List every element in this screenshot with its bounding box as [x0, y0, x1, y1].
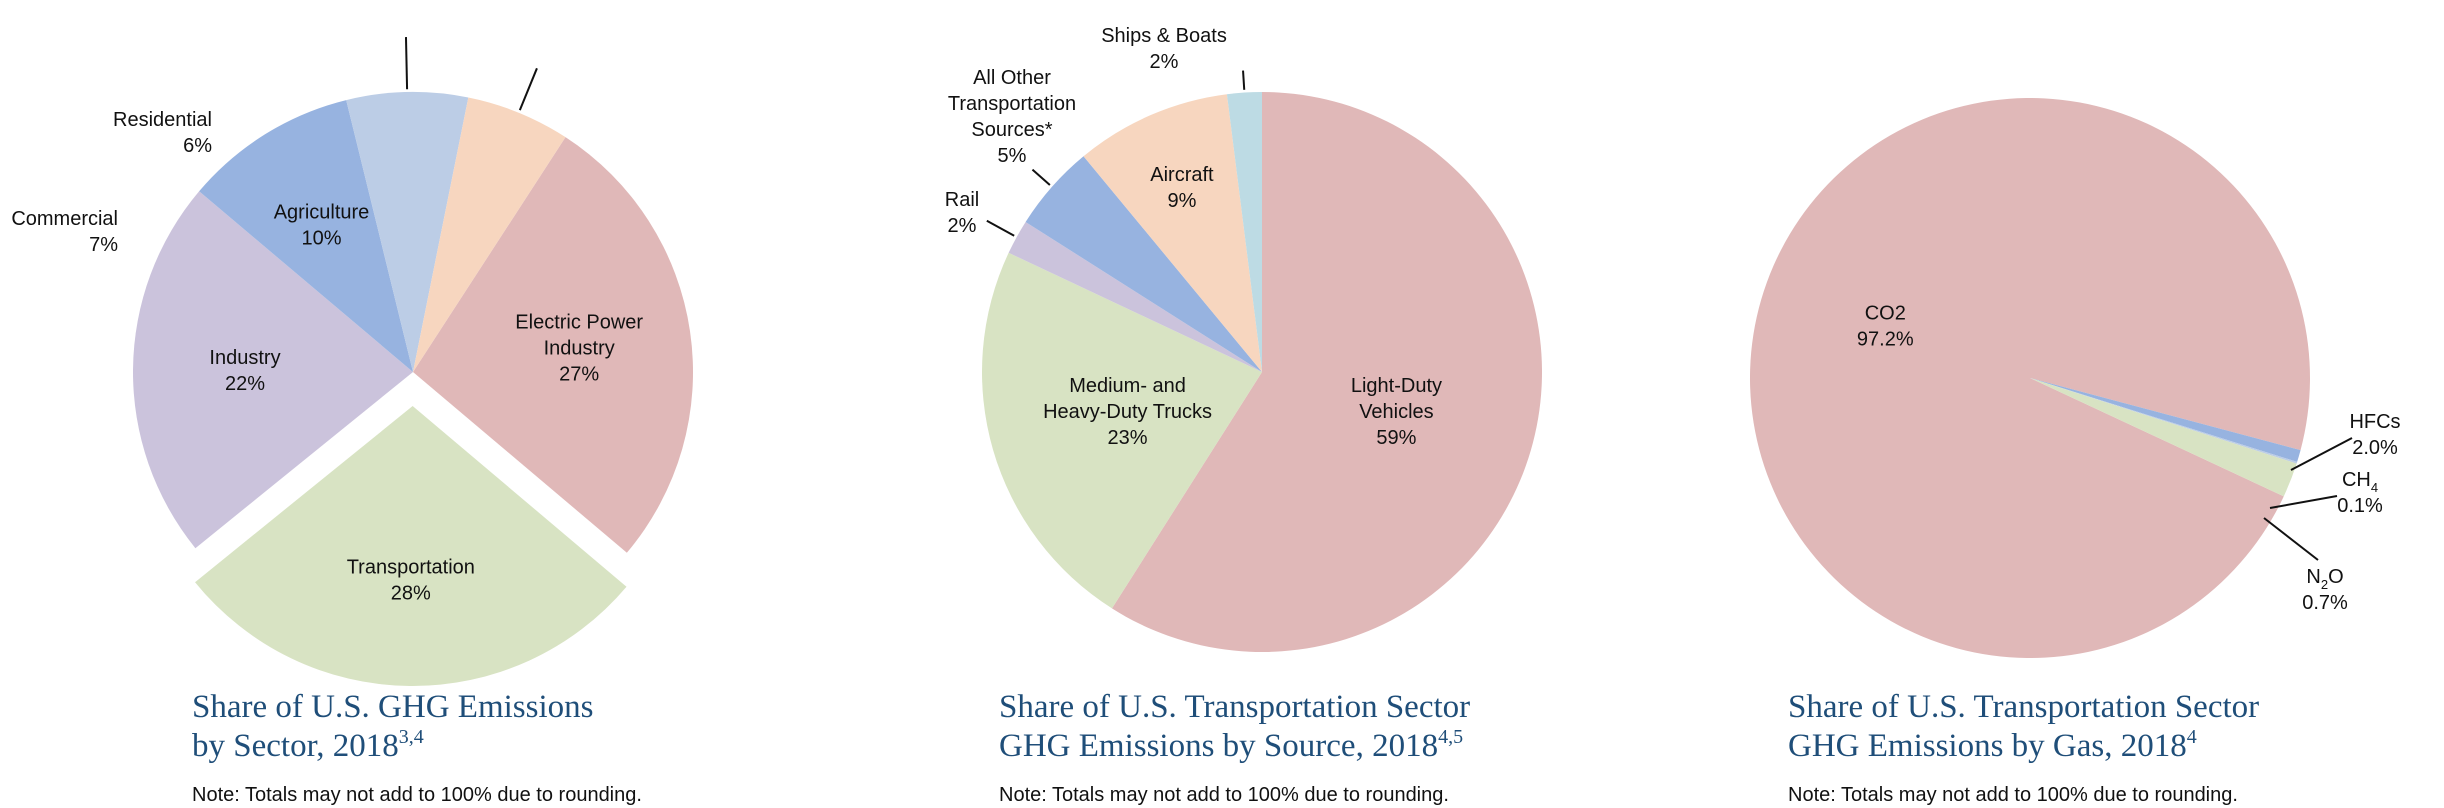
slice-value-n2o: 0.7%	[2302, 592, 2348, 614]
pie-chart-source: Light-Duty Vehicles 59% Medium- and Heavy-Du…	[945, 25, 1543, 652]
leader-line-hfcs	[2290, 437, 2353, 471]
chart-title-gas: Share of U.S. Transportation Sector GHG …	[1788, 688, 2444, 766]
pie-slice-medium-and-heavy-duty-trucks	[982, 252, 1262, 609]
chart-note: Note: Totals may not add to 100% due to …	[999, 784, 1449, 806]
slice-label-light-duty-vehicles: Light-Duty Vehicles 59%	[1351, 375, 1442, 449]
chart-note: Note: Totals may not add to 100% due to …	[192, 784, 642, 806]
slice-value-ch4: 0.1%	[2337, 495, 2383, 517]
chart-note: Note: Totals may not add to 100% due to …	[1788, 784, 2238, 806]
slice-label-rail: Rail 2%	[945, 189, 979, 237]
caption-source: Share of U.S. Transportation Sector GHG …	[999, 688, 1719, 807]
pie-slice-ch4	[2030, 378, 2298, 464]
pie-slice-commercial	[346, 91, 469, 372]
leader-line-ch4	[2269, 495, 2338, 509]
caption-gas: Share of U.S. Transportation Sector GHG …	[1788, 688, 2444, 807]
leader-line-ships-boats	[1242, 70, 1246, 90]
leader-line-commercial	[404, 37, 409, 90]
chart-title-line: Share of U.S. Transportation Sector	[1788, 689, 2260, 725]
chart-title-line: by Sector, 2018	[192, 728, 399, 764]
pie-slice-agriculture	[199, 100, 413, 372]
slice-label-residential: Residential 6%	[113, 109, 212, 157]
chart-title-sector: Share of U.S. GHG Emissions by Sector, 2…	[192, 688, 912, 766]
pie-slice-industry	[133, 191, 414, 549]
chart-title-footnote: 4	[2186, 726, 2197, 748]
pie-chart-sector: Electric Power Industry 27% Transportation 2…	[11, 37, 694, 687]
chart-title-footnote: 3,4	[398, 726, 424, 748]
leader-line-n2o	[2263, 517, 2319, 561]
slice-label-n2o: N2O	[2306, 566, 2343, 592]
leader-line-rail	[986, 219, 1015, 237]
pie-slice-residential	[413, 97, 566, 373]
pie-slice-light-duty-vehicles	[1111, 92, 1543, 652]
pie-slice-transportation	[195, 405, 627, 687]
slice-label-medium-and-heavy-duty-trucks: Medium- and Heavy-Duty Trucks 23%	[1043, 375, 1212, 449]
pie-slice-rail	[1008, 221, 1262, 372]
pie-slice-all-other-transportation-sources	[1025, 156, 1262, 372]
slice-label-commercial: Commercial 7%	[11, 208, 118, 256]
slice-label-ch4: CH4	[2342, 469, 2378, 495]
chart-title-source: Share of U.S. Transportation Sector GHG …	[999, 688, 1719, 766]
slice-label-electric-power-industry: Electric Power Industry 27%	[515, 311, 643, 385]
pie-slice-electric-power-industry	[413, 137, 694, 553]
pie-slice-co2	[1749, 98, 2310, 659]
chart-title-line: GHG Emissions by Source, 2018	[999, 728, 1439, 764]
charts-canvas: Electric Power Industry 27% Transportation 2…	[11, 25, 2401, 687]
pie-slice-n2o	[2030, 378, 2301, 462]
slice-label-industry: Industry 22%	[209, 347, 280, 395]
slice-label-agriculture: Agriculture 10%	[274, 201, 370, 249]
leader-line-residential	[518, 67, 538, 111]
chart-title-footnote: 4,5	[1438, 726, 1464, 748]
pie-slice-hfcs	[2030, 378, 2297, 497]
leader-line-all-other-transportation-sources	[1031, 168, 1051, 186]
chart-title-line: Share of U.S. Transportation Sector	[999, 689, 1471, 725]
slice-label-co2: CO2 97.2%	[1857, 302, 1914, 350]
slice-label-ships-boats: Ships & Boats 2%	[1101, 25, 1227, 73]
pie-slice-ships-boats	[1226, 92, 1262, 372]
slice-value-hfcs: 2.0%	[2352, 437, 2398, 459]
chart-title-line: Share of U.S. GHG Emissions	[192, 689, 594, 725]
slice-label-hfcs: HFCs	[2349, 411, 2400, 433]
slice-label-all-other-transportation-sources: All Other Transportation Sources* 5%	[948, 67, 1076, 167]
slice-label-aircraft: Aircraft 9%	[1150, 164, 1214, 212]
slice-label-transportation: Transportation 28%	[347, 557, 475, 605]
pie-slice-aircraft	[1083, 94, 1262, 373]
chart-title-line: GHG Emissions by Gas, 2018	[1788, 728, 2187, 764]
caption-sector: Share of U.S. GHG Emissions by Sector, 2…	[192, 688, 912, 807]
